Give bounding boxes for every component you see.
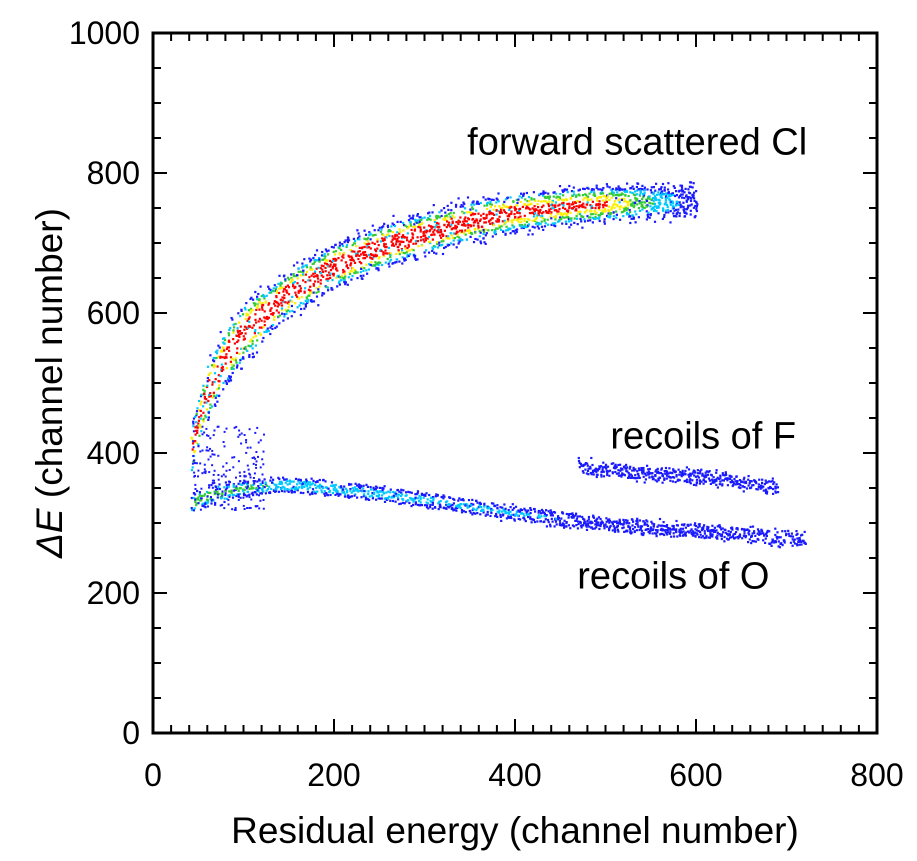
axis-ticks: [152, 32, 878, 734]
x-tick-label: 200: [307, 757, 360, 793]
y-tick-label: 0: [122, 715, 140, 751]
heatmap-data: [190, 181, 807, 549]
y-tick-label: 600: [87, 295, 140, 331]
annotation-label: recoils of O: [577, 556, 769, 598]
band-recoils-of-f: [577, 456, 780, 495]
x-tick-label: 600: [669, 757, 722, 793]
annotation-label: forward scattered Cl: [467, 122, 807, 164]
x-tick-label: 800: [850, 757, 903, 793]
y-axis-symbol: ΔE: [29, 507, 70, 559]
x-tick-label: 0: [144, 757, 162, 793]
y-axis-unit: (channel number): [29, 208, 70, 508]
y-tick-label: 1000: [69, 15, 140, 51]
y-tick-label: 400: [87, 435, 140, 471]
y-tick-label: 200: [87, 575, 140, 611]
y-tick-label: 800: [87, 155, 140, 191]
stray-points: [191, 425, 265, 511]
tick-labels: 0 200 400 600 800 0 200 400 600 800 1000: [69, 15, 904, 793]
band-forward-scattered-cl: [190, 181, 699, 472]
annotation-label: recoils of F: [610, 416, 796, 458]
x-axis-title: Residual energy (channel number): [231, 810, 799, 851]
band-recoils-of-o: [190, 476, 807, 549]
annotations: forward scattered Cl recoils of F recoils …: [467, 122, 807, 598]
y-axis-title: ΔE (channel number): [29, 208, 70, 559]
x-tick-label: 400: [488, 757, 541, 793]
